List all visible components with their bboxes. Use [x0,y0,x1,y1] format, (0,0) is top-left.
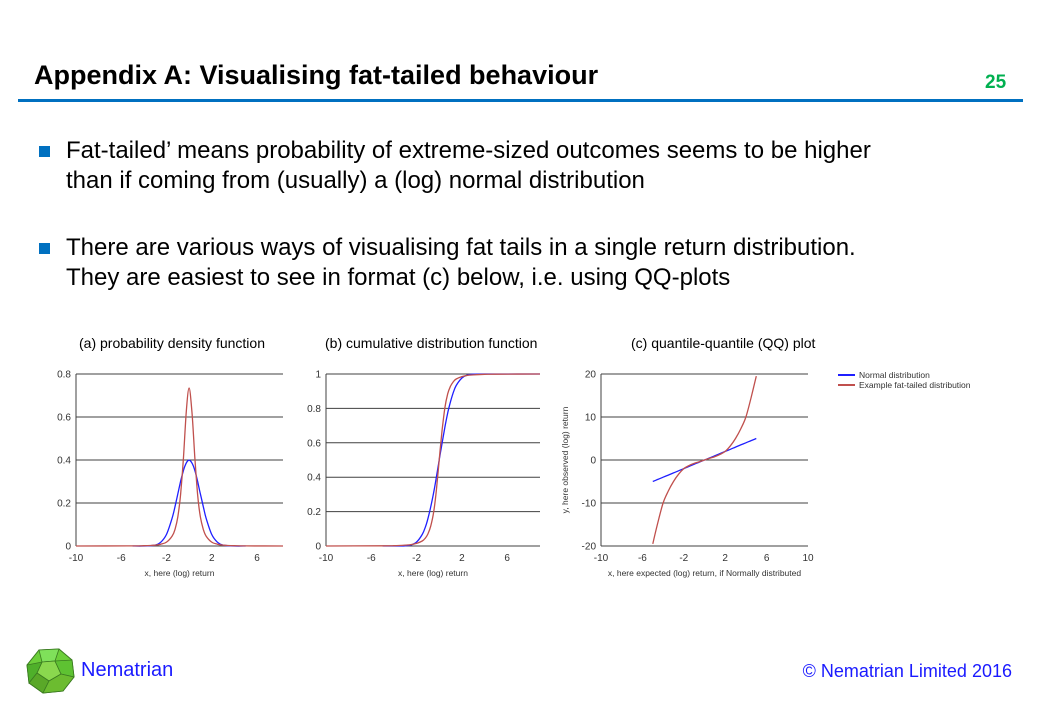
y-tick-label-c: 20 [585,370,597,381]
x-axis-label-c: x, here expected (log) return, if Normal… [608,568,801,578]
nematrian-logo-icon [26,648,75,694]
x-tick-label-c: 10 [802,553,814,564]
x-tick-label-c: 2 [722,553,728,564]
y-tick-label-a: 0.4 [57,456,71,467]
x-tick-label-b: -2 [412,553,421,564]
x-tick-label-c: -10 [594,553,609,564]
x-tick-label-b: 2 [459,553,465,564]
x-tick-label-b: 6 [504,553,510,564]
y-tick-label-c: -10 [582,499,597,510]
y-tick-label-b: 0.4 [307,473,321,484]
x-tick-label-c: -2 [679,553,688,564]
fat-tailed-series-line-a [75,387,284,547]
y-tick-label-b: 0.6 [307,438,321,449]
bullet-1-line-1: Fat-tailed’ means probability of extreme… [66,137,871,164]
chart-c-title: (c) quantile-quantile (QQ) plot [631,335,816,351]
x-axis-label-b: x, here (log) return [398,568,468,578]
y-tick-label-a: 0.8 [57,370,71,381]
footer-brand: Nematrian [81,659,174,681]
bullet-2-line-1: There are various ways of visualising fa… [66,234,856,261]
x-tick-label-c: -6 [638,553,647,564]
y-tick-label-a: 0.6 [57,413,71,424]
y-tick-label-b: 0 [315,542,321,553]
chart-a-title: (a) probability density function [79,335,265,351]
x-tick-label-a: -6 [117,553,126,564]
normal-series-line-b [382,373,541,547]
x-tick-label-a: -2 [162,553,171,564]
chart-b-title: (b) cumulative distribution function [325,335,538,351]
page-number: 25 [985,72,1007,93]
footer-copyright: © Nematrian Limited 2016 [802,661,1012,681]
normal-series-line-a [132,459,246,547]
y-tick-label-a: 0.2 [57,499,71,510]
fat-tailed-series-line-c [652,375,757,545]
x-tick-label-a: -10 [69,553,84,564]
x-tick-label-b: -6 [367,553,376,564]
title-divider [18,99,1023,102]
y-tick-label-c: -20 [582,542,597,553]
y-tick-label-b: 0.8 [307,404,321,415]
bullet-1: Fat-tailed’ means probability of extreme… [39,136,1026,196]
x-tick-label-b: -10 [319,553,334,564]
y-tick-label-b: 0.2 [307,507,321,518]
slide-title: Appendix A: Visualising fat-tailed behav… [34,60,599,90]
x-tick-label-a: 2 [209,553,215,564]
bullet-2: There are various ways of visualising fa… [39,233,1026,293]
legend-label: Normal distribution [859,370,930,380]
bullet-1-line-2: than if coming from (usually) a (log) no… [66,167,645,194]
legend-label: Example fat-tailed distribution [859,380,971,390]
x-axis-label-a: x, here (log) return [145,568,215,578]
x-tick-label-c: 6 [764,553,770,564]
x-tick-label-a: 6 [254,553,260,564]
y-tick-label-c: 10 [585,413,597,424]
fat-tailed-series-line-b [325,373,541,547]
bullet-square-icon [39,146,50,157]
bullet-2-line-2: They are easiest to see in format (c) be… [66,264,731,291]
y-tick-label-a: 0 [65,542,71,553]
y-axis-label-c: y, here observed (log) return [560,406,570,513]
y-tick-label-b: 1 [315,370,321,381]
y-tick-label-c: 0 [590,456,596,467]
bullet-square-icon [39,243,50,254]
